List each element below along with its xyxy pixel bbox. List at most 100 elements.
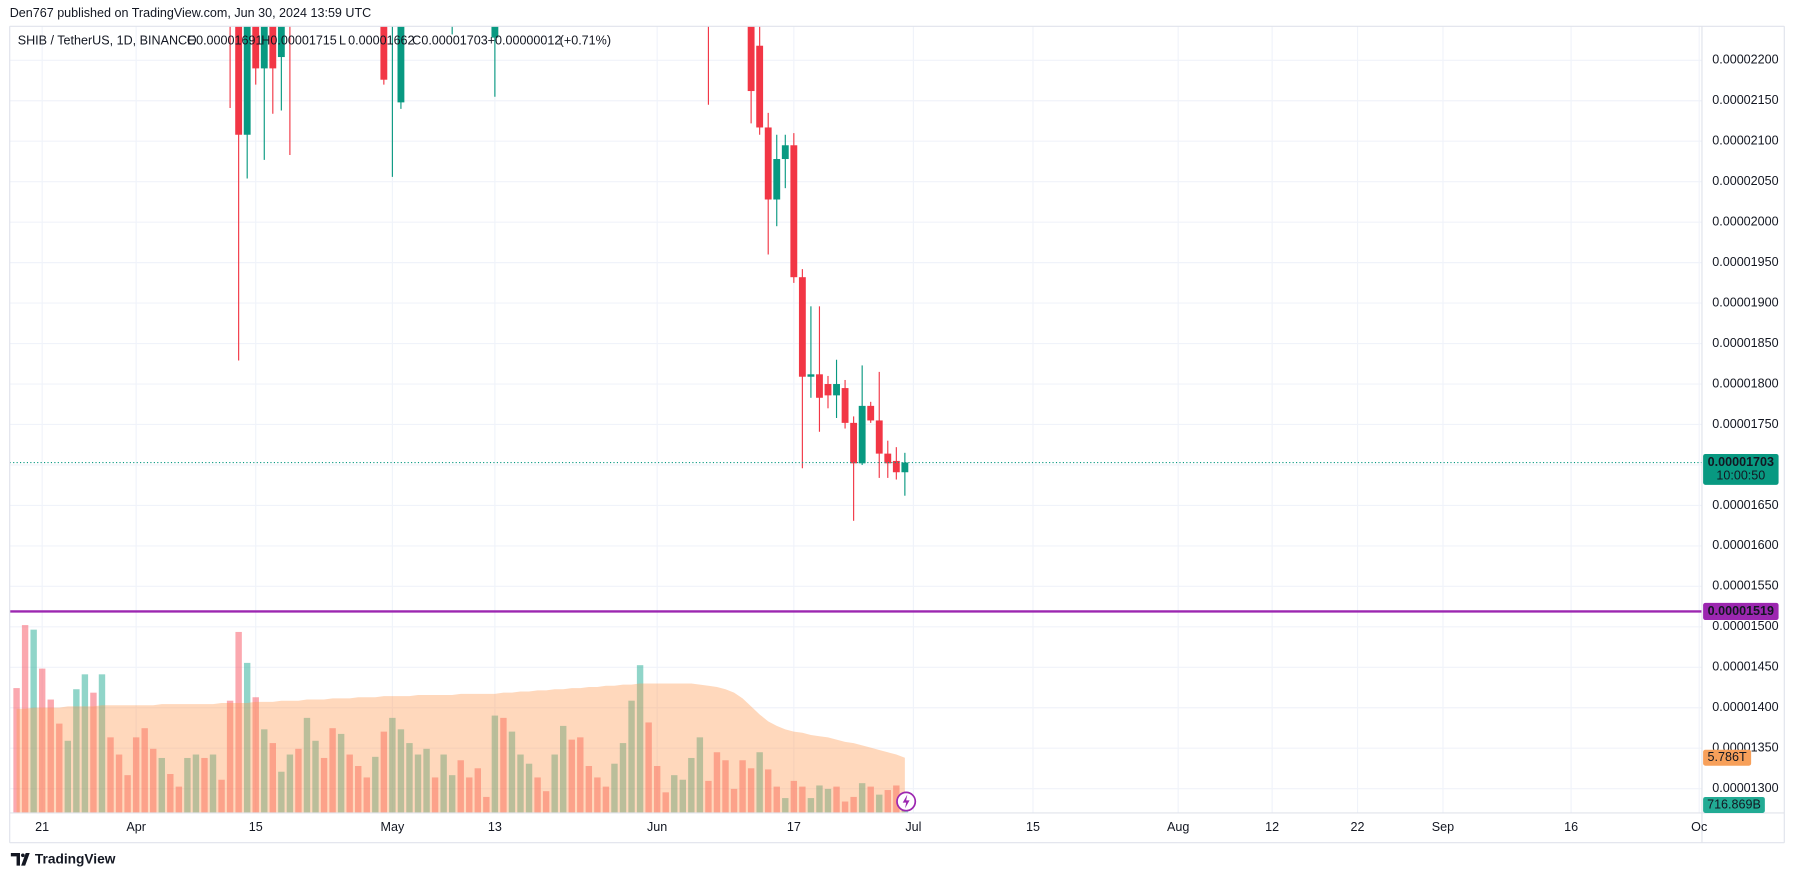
candle-body (867, 405, 875, 421)
y-tick-label: 0.00001600 (1712, 538, 1778, 552)
volume-bar (525, 763, 533, 813)
level-badge (1703, 602, 1779, 621)
candle-body (277, 26, 285, 58)
y-tick-label: 0.00001400 (1712, 700, 1778, 714)
volume-bar (568, 739, 575, 813)
volume-bar (363, 777, 370, 813)
volume-bar (56, 723, 63, 813)
x-tick-label: 16 (1564, 820, 1578, 834)
volume-bar (688, 757, 695, 813)
volume-bar (619, 743, 627, 813)
volume-bar (705, 780, 712, 813)
volume-bar (551, 754, 558, 813)
volume-bar (303, 717, 311, 813)
volume-bar (876, 794, 883, 813)
x-tick-label: Aug (1167, 820, 1189, 834)
x-tick-label: 13 (488, 820, 502, 834)
x-tick-label: 21 (35, 820, 49, 834)
volume-bar (252, 697, 259, 813)
x-tick-label: Jun (647, 820, 667, 834)
ohlc-value: 0.00001691 (196, 33, 262, 47)
volume-bar (389, 717, 396, 813)
candle-body (773, 159, 781, 200)
countdown-label: 10:00:50 (1716, 469, 1765, 483)
candle-body (781, 145, 789, 160)
volume-bar (337, 733, 345, 813)
change-value: +0.00000012 (488, 33, 562, 47)
x-tick-label: Apr (126, 820, 146, 834)
x-tick-label: Jul (905, 820, 921, 834)
y-tick-label: 0.00001850 (1712, 336, 1778, 350)
y-tick-label: 0.00002000 (1712, 214, 1778, 228)
candle-body (833, 384, 840, 396)
footer-brand: TradingView (35, 851, 116, 866)
volume-bar (799, 786, 806, 813)
volume-bar (807, 798, 815, 813)
candle-body (397, 26, 405, 103)
candle-body (756, 45, 764, 128)
volume-bar (816, 785, 823, 813)
candle-body (807, 374, 815, 377)
level-label: 0.00001519 (1708, 604, 1774, 618)
volume-bar (64, 740, 72, 813)
volume-bar (150, 748, 157, 813)
volume-bar (431, 777, 439, 813)
candle-body (858, 405, 866, 464)
volume-bar (466, 777, 473, 813)
volume-bar (167, 774, 174, 813)
y-tick-label: 0.00001450 (1712, 660, 1778, 674)
x-tick-label: Sep (1432, 820, 1454, 834)
lightning-icon (896, 791, 917, 812)
x-tick-label: 15 (249, 820, 263, 834)
volume-bar (662, 792, 669, 813)
volume-bar (696, 737, 704, 813)
x-tick-label: 17 (787, 820, 801, 834)
volume-bar (773, 786, 780, 813)
price-badge (1703, 453, 1779, 485)
volume-bar (790, 780, 798, 813)
y-tick-label: 0.00001650 (1712, 498, 1778, 512)
volume-bar (81, 674, 89, 813)
x-tick-label: May (381, 820, 405, 834)
volume-label: 716.869B (1707, 797, 1761, 811)
ohlc-key: O (187, 33, 197, 47)
volume-bar (47, 699, 54, 813)
volume-bar (722, 760, 729, 813)
volume-bar (329, 728, 336, 813)
candle-body (798, 277, 806, 377)
candle-body (260, 26, 268, 69)
candle-body (816, 374, 823, 398)
ohlc-key: C (412, 33, 421, 47)
volume-bar (226, 700, 234, 813)
volume-bar (158, 757, 165, 813)
volume-bar (893, 785, 900, 813)
candle-body (790, 145, 798, 278)
tradingview-logo (10, 852, 30, 866)
candle-body (841, 388, 849, 423)
volume-bar (867, 786, 874, 813)
volume-bar (312, 740, 319, 813)
volume-bar (38, 668, 46, 813)
plot-area (9, 26, 1702, 813)
volume-bar (107, 737, 114, 813)
volume-bar (474, 768, 482, 813)
volume-bar (457, 760, 464, 813)
overlay: 0.00002200 0.00002150 0.00002100 0.00002050… (35, 33, 1778, 834)
volume-bar (372, 756, 379, 813)
volume-bar (320, 757, 328, 813)
candle-body (235, 26, 243, 135)
change-percent: (+0.71%) (560, 33, 611, 47)
x-tick-label: 22 (1351, 820, 1365, 834)
volume-bar (884, 790, 891, 813)
volume-bar (611, 763, 618, 813)
volume-bar (278, 771, 285, 813)
volume-bar (653, 765, 661, 813)
candle-body (747, 26, 755, 92)
candle-body (380, 26, 388, 80)
volume-bar (671, 775, 678, 813)
volume-bar (406, 743, 413, 813)
volume-bar (269, 743, 277, 813)
